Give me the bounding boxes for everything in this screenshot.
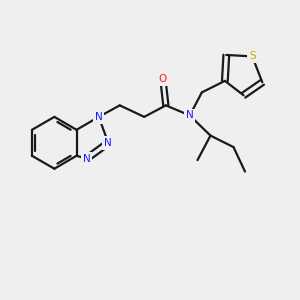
Text: N: N xyxy=(83,154,91,164)
Text: N: N xyxy=(104,138,112,148)
Text: O: O xyxy=(159,74,167,84)
Text: N: N xyxy=(95,112,103,122)
Text: N: N xyxy=(186,110,194,120)
Text: S: S xyxy=(249,51,256,62)
